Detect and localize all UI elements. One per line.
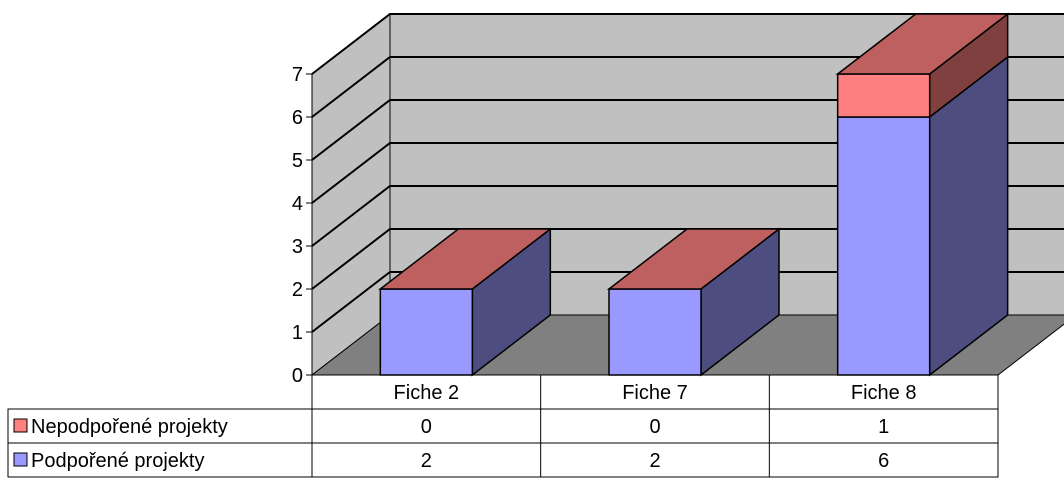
y-tick-label: 4 [292, 193, 303, 215]
y-tick-label: 1 [292, 322, 303, 344]
bars [378, 12, 1010, 377]
bar-top [606, 228, 782, 290]
bar-top [378, 228, 553, 290]
y-tick-label: 2 [292, 279, 303, 301]
table-cell: 6 [878, 450, 889, 472]
y-tick-label: 3 [292, 236, 303, 258]
y-axis: 0 1 2 3 4 5 6 7 [292, 64, 313, 387]
legend-key [13, 418, 28, 433]
gridline [311, 13, 1064, 75]
bar-segment [836, 73, 931, 118]
series-label: Podpořené projekty [31, 450, 204, 472]
y-tick-label: 6 [292, 107, 303, 129]
category-label: Fiche 7 [622, 382, 688, 404]
bar-top [835, 13, 1010, 75]
table-cell: 1 [878, 416, 889, 438]
series-label: Nepodpořené projekty [31, 416, 228, 438]
table-cell: 0 [421, 416, 432, 438]
bar-segment [836, 116, 931, 376]
y-tick-label: 0 [292, 365, 303, 387]
legend-key [13, 452, 28, 467]
data-table: Nepodpořené projekty 0 0 1 Podpořené projekt… [7, 374, 999, 478]
y-tick-label: 7 [292, 64, 303, 86]
bar-segment [608, 288, 702, 376]
table-cell: 0 [649, 416, 660, 438]
y-tick-label: 5 [292, 150, 303, 172]
bar-segment [379, 288, 474, 376]
table-cell: 2 [421, 450, 432, 472]
gridline [311, 56, 1064, 118]
category-label: Fiche 2 [394, 382, 460, 404]
category-label: Fiche 8 [851, 382, 917, 404]
table-cell: 2 [649, 450, 660, 472]
